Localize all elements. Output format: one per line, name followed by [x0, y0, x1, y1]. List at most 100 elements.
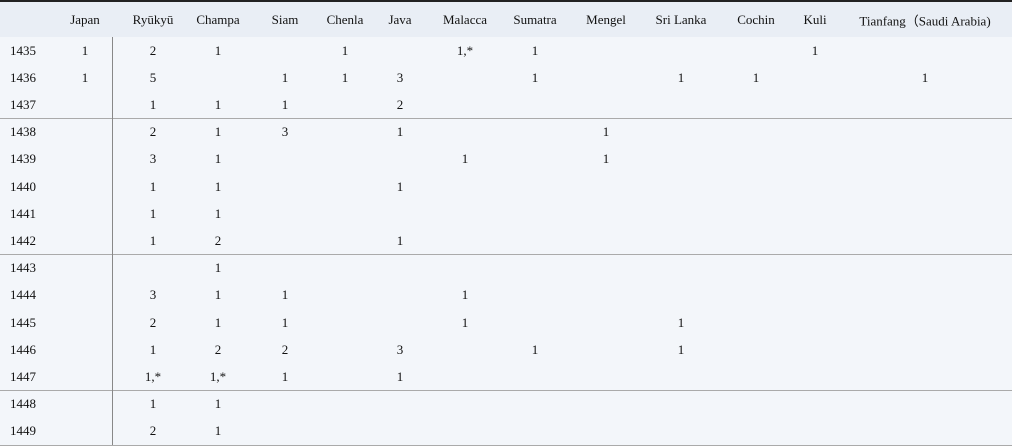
value-cell: 1: [281, 314, 289, 330]
table-row: 1440 1 1 1: [0, 173, 1012, 201]
value-cell: 1: [341, 42, 349, 58]
value-cell: 1: [281, 69, 289, 85]
table-row: 1445 2 1 1 1 1: [0, 309, 1012, 337]
table-row: 1448 1 1: [0, 390, 1012, 419]
value-cell: 3: [396, 69, 404, 85]
column-header: Siam: [271, 11, 299, 27]
table-row: 1438 2 1 3 1 1: [0, 118, 1012, 147]
value-cell: 3: [396, 341, 404, 357]
value-cell: 1: [531, 69, 539, 85]
value-cell: 1: [149, 396, 157, 412]
value-cell: 1: [281, 287, 289, 303]
column-header: Kuli: [803, 11, 827, 27]
value-cell: 2: [214, 341, 222, 357]
table-row: 1444 3 1 1 1: [0, 281, 1012, 310]
table-row: 1436 1 5 1 1 3 1 1 1 1: [0, 64, 1012, 93]
value-cell: 1: [214, 205, 222, 221]
column-header: Ryūkyū: [132, 11, 174, 27]
value-cell: 1: [149, 341, 157, 357]
year-cell: 1448: [10, 396, 36, 412]
year-cell: 1444: [10, 287, 36, 303]
column-divider: [112, 37, 113, 445]
value-cell: 1: [752, 69, 760, 85]
value-cell: 3: [149, 151, 157, 167]
value-cell: 1: [602, 124, 610, 140]
column-header: Sumatra: [513, 11, 557, 27]
table-row: 1443 1: [0, 254, 1012, 283]
value-cell: 2: [149, 42, 157, 58]
value-cell: 1: [214, 396, 222, 412]
year-cell: 1447: [10, 368, 36, 384]
value-cell: 1: [677, 341, 685, 357]
value-cell: 1: [531, 341, 539, 357]
table-row: 1435 1 2 1 1 1,* 1 1: [0, 37, 1012, 65]
table-row: 1439 3 1 1 1: [0, 145, 1012, 174]
table-row: 1437 1 1 1 2: [0, 91, 1012, 120]
value-cell: 1: [921, 69, 929, 85]
column-header: Chenla: [326, 11, 364, 27]
year-cell: 1449: [10, 423, 36, 439]
value-cell: 2: [396, 96, 404, 112]
column-header: Java: [388, 11, 412, 27]
value-cell: 5: [149, 69, 157, 85]
year-cell: 1442: [10, 232, 36, 248]
value-cell: 1: [677, 314, 685, 330]
value-cell: 1: [281, 368, 289, 384]
value-cell: 1: [461, 314, 469, 330]
value-cell: 1: [214, 287, 222, 303]
value-cell: 2: [149, 314, 157, 330]
value-cell: 1: [396, 124, 404, 140]
value-cell: 1: [149, 178, 157, 194]
year-cell: 1443: [10, 260, 36, 276]
value-cell: 1: [214, 314, 222, 330]
table-row: 1447 1,* 1,* 1 1: [0, 363, 1012, 392]
column-header: Malacca: [442, 11, 488, 27]
table-row: 1446 1 2 2 3 1 1: [0, 336, 1012, 365]
value-cell: 1: [461, 287, 469, 303]
value-cell: 1,*: [209, 368, 227, 384]
column-header: Tianfang（Saudi Arabia): [859, 13, 991, 28]
value-cell: 2: [214, 232, 222, 248]
value-cell: 1: [811, 42, 819, 58]
value-cell: 1: [149, 232, 157, 248]
value-cell: 2: [149, 124, 157, 140]
table-row: 1449 2 1: [0, 417, 1012, 446]
column-header: Cochin: [737, 11, 775, 27]
year-cell: 1435: [10, 42, 36, 58]
table-row: 1442 1 2 1: [0, 227, 1012, 256]
value-cell: 1: [396, 178, 404, 194]
column-header: Sri Lanka: [655, 11, 707, 27]
value-cell: 1: [149, 205, 157, 221]
table-row: 1441 1 1: [0, 200, 1012, 229]
value-cell: 2: [281, 341, 289, 357]
value-cell: 1: [214, 260, 222, 276]
value-cell: 1: [214, 96, 222, 112]
value-cell: 1: [214, 423, 222, 439]
column-header: Mengel: [586, 11, 626, 27]
year-cell: 1436: [10, 69, 36, 85]
year-cell: 1438: [10, 124, 36, 140]
value-cell: 3: [149, 287, 157, 303]
value-cell: 1: [281, 96, 289, 112]
value-cell: 1: [461, 151, 469, 167]
year-cell: 1437: [10, 96, 36, 112]
value-cell: 1,*: [456, 42, 474, 58]
year-cell: 1439: [10, 151, 36, 167]
value-cell: 1: [531, 42, 539, 58]
column-header: Champa: [196, 11, 240, 27]
value-cell: 3: [281, 124, 289, 140]
value-cell: 1: [214, 42, 222, 58]
value-cell: 1: [214, 151, 222, 167]
year-cell: 1445: [10, 314, 36, 330]
value-cell: 1: [602, 151, 610, 167]
year-cell: 1440: [10, 178, 36, 194]
value-cell: 1: [396, 232, 404, 248]
value-cell: 1: [214, 178, 222, 194]
table-header: Japan Ryūkyū Champa Siam Chenla Java Malacca Su…: [0, 0, 1012, 38]
year-cell: 1441: [10, 205, 36, 221]
value-cell: 1: [81, 69, 89, 85]
value-cell: 1: [341, 69, 349, 85]
column-header: Japan: [70, 11, 100, 27]
value-cell: 2: [149, 423, 157, 439]
